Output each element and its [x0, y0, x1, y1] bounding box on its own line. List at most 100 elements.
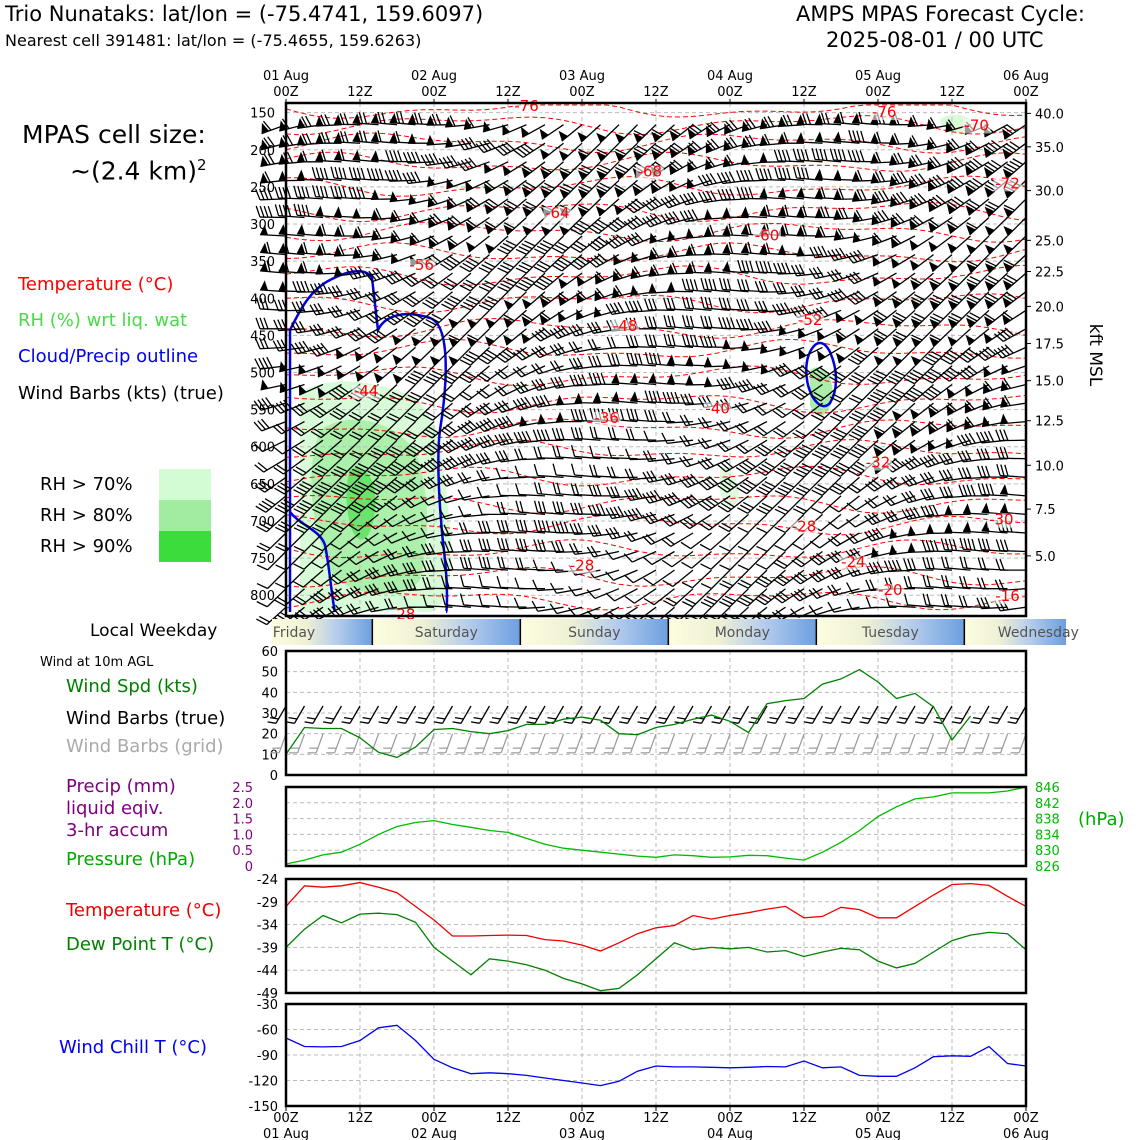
- barb-feather: [426, 577, 432, 589]
- barb-feather: [747, 318, 754, 330]
- wind-barb: [556, 411, 582, 423]
- wind-barb: [402, 272, 435, 288]
- barb-feather: [501, 416, 510, 427]
- barb-pennant: [446, 219, 456, 231]
- barb-feather: [383, 275, 393, 285]
- wind-barb: [309, 282, 342, 296]
- barb-feather: [431, 254, 442, 263]
- barb-feather: [534, 346, 544, 357]
- barb-pennant: [317, 366, 326, 377]
- barb-pennant: [503, 334, 513, 346]
- barb-feather: [347, 540, 358, 549]
- barb-feather: [275, 423, 286, 433]
- barb-feather: [349, 571, 360, 581]
- barb-pennant: [466, 241, 476, 253]
- barb-feather: [859, 150, 865, 162]
- barb-feather: [258, 337, 265, 349]
- barb-staff: [427, 513, 453, 523]
- barb-feather: [264, 171, 271, 183]
- barb-feather: [323, 186, 329, 198]
- barb-staff: [340, 495, 361, 515]
- barb-feather: [887, 560, 894, 572]
- barb-feather: [425, 394, 437, 401]
- barb-pennant: [577, 188, 588, 199]
- barb-feather: [299, 300, 306, 313]
- barb-feather: [386, 548, 396, 559]
- wind-barb: [568, 341, 601, 353]
- barb-feather: [995, 558, 1001, 571]
- wind-barb: [438, 455, 472, 471]
- barb-feather: [424, 278, 436, 287]
- barb-feather: [560, 501, 565, 514]
- barb-feather: [261, 418, 270, 429]
- barb-feather: [574, 483, 580, 495]
- barb-feather: [391, 446, 403, 454]
- barb-feather: [372, 566, 381, 577]
- barb-feather: [785, 149, 791, 162]
- barb-feather: [597, 253, 608, 262]
- wind-barb: [589, 445, 620, 460]
- wind-barb: [354, 365, 379, 382]
- barb-feather: [368, 568, 377, 579]
- barb-staff: [452, 346, 472, 367]
- barb-feather: [498, 434, 506, 445]
- barb-pennant: [926, 118, 935, 130]
- barb-feather: [596, 167, 608, 174]
- barb-feather: [740, 169, 746, 182]
- wind-barb: [512, 381, 546, 395]
- wind-barb: [605, 234, 638, 249]
- barb-feather: [466, 219, 477, 227]
- barb-feather: [348, 489, 361, 496]
- barb-staff: [359, 439, 379, 460]
- wind-barb: [570, 444, 601, 460]
- barb-staff: [285, 569, 305, 589]
- barb-staff: [375, 346, 398, 364]
- barb-feather: [656, 353, 662, 365]
- barb-staff: [505, 179, 527, 197]
- barb-feather: [309, 346, 318, 357]
- barb-feather: [477, 503, 483, 515]
- barb-staff: [537, 457, 564, 460]
- barb-staff: [297, 214, 324, 219]
- barb-feather: [755, 260, 761, 273]
- wind-barb: [697, 172, 731, 187]
- wind-barb: [386, 384, 416, 404]
- wind-barb: [440, 541, 472, 554]
- barb-feather: [358, 112, 364, 124]
- barb-feather: [449, 438, 460, 448]
- barb-pennant: [352, 113, 361, 124]
- barb-feather: [903, 593, 909, 606]
- wind-barb: [846, 582, 879, 594]
- barb-feather: [541, 539, 547, 552]
- barb-staff: [470, 291, 490, 311]
- temperature-contour-label: -30: [989, 511, 1014, 529]
- barb-feather: [552, 501, 557, 513]
- barb-feather: [372, 331, 383, 340]
- barb-feather: [290, 343, 299, 355]
- barb-feather: [424, 154, 432, 166]
- barb-feather: [486, 138, 496, 149]
- wind-barb: [531, 378, 564, 391]
- barb-pennant: [484, 243, 495, 254]
- barb-staff: [266, 532, 287, 552]
- wind-barb: [558, 142, 583, 162]
- barb-staff: [266, 606, 287, 626]
- barb-feather: [373, 447, 385, 454]
- barb-staff: [503, 142, 527, 156]
- barb-pennant: [391, 252, 399, 264]
- barb-staff: [518, 458, 546, 461]
- barb-feather: [704, 278, 709, 290]
- barb-feather: [406, 317, 418, 325]
- wind-barb: [426, 113, 453, 126]
- barb-feather: [253, 442, 264, 453]
- barb-feather: [607, 426, 613, 439]
- barb-feather: [614, 285, 623, 296]
- barb-staff: [428, 476, 453, 490]
- barb-feather: [551, 427, 557, 440]
- wind-barb: [445, 136, 472, 148]
- barb-feather: [568, 341, 576, 353]
- wind-barb: [593, 391, 620, 404]
- barb-pennant: [944, 504, 953, 515]
- barb-pennant: [352, 227, 361, 238]
- barb-feather: [625, 428, 631, 440]
